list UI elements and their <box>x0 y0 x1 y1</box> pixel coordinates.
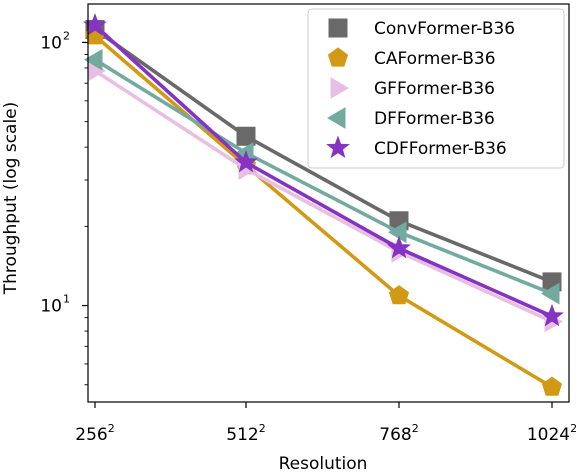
legend-label-CDFFormer-B36: CDFFormer-B36 <box>374 139 507 159</box>
y-tick-label-100: 10 <box>40 33 62 53</box>
data-point-DFFormer-B36-768 <box>388 221 407 244</box>
series-CDFFormer-B36 <box>83 13 564 327</box>
data-point-CAFormer-B36-768 <box>388 285 410 305</box>
data-point-CDFFormer-B36-512 <box>234 149 258 173</box>
x-axis-ticks: 2562 5122 7682 10242 <box>75 402 577 445</box>
legend-marker-ConvFormer-B36 <box>328 18 348 38</box>
data-point-DFFormer-B36-1024 <box>541 282 560 305</box>
legend-label-GFFormer-B36: GFFormer-B36 <box>374 79 495 99</box>
data-point-CDFFormer-B36-1024 <box>540 303 564 327</box>
legend-label-ConvFormer-B36: ConvFormer-B36 <box>374 19 515 39</box>
y-tick-label-10: 10 <box>40 297 62 317</box>
x-axis-label: Resolution <box>279 454 368 472</box>
series-line-DFFormer-B36 <box>94 58 553 296</box>
x-tick-label-512: 5122 <box>226 422 265 445</box>
legend: ConvFormer-B36 CAFormer-B36 GFFormer-B36 DF… <box>307 8 565 169</box>
x-tick-label-1024: 10242 <box>527 422 577 445</box>
y-tick-exponent-10: 1 <box>63 293 70 306</box>
series-line-ConvFormer-B36 <box>93 28 553 284</box>
x-tick-label-768: 7682 <box>379 422 418 445</box>
data-point-DFFormer-B36-256 <box>84 48 103 71</box>
legend-box <box>307 8 565 169</box>
legend-marker-DFFormer-B36 <box>327 107 346 129</box>
series-DFFormer-B36 <box>84 48 560 305</box>
legend-marker-GFFormer-B36 <box>330 77 349 99</box>
data-point-ConvFormer-B36-512 <box>236 126 256 146</box>
legend-marker-CAFormer-B36 <box>327 47 349 67</box>
x-tick-label-256: 2562 <box>75 422 114 445</box>
series-line-CDFFormer-B36 <box>93 24 553 318</box>
series-layer <box>83 13 564 396</box>
data-point-CDFFormer-B36-768 <box>387 235 411 259</box>
data-point-CDFFormer-B36-256 <box>83 13 107 36</box>
legend-marker-CDFFormer-B36 <box>326 135 350 159</box>
series-line-GFFormer-B36 <box>94 69 553 324</box>
legend-label-DFFormer-B36: DFFormer-B36 <box>374 109 495 129</box>
plot-frame <box>87 3 570 403</box>
legend-label-CAFormer-B36: CAFormer-B36 <box>374 49 496 69</box>
y-tick-exponent-100: 2 <box>63 29 70 42</box>
y-axis-label: Throughput (log scale) <box>1 102 21 296</box>
series-line-CAFormer-B36 <box>93 34 553 389</box>
series-ConvFormer-B36 <box>85 19 562 292</box>
data-point-CAFormer-B36-1024 <box>541 376 563 396</box>
